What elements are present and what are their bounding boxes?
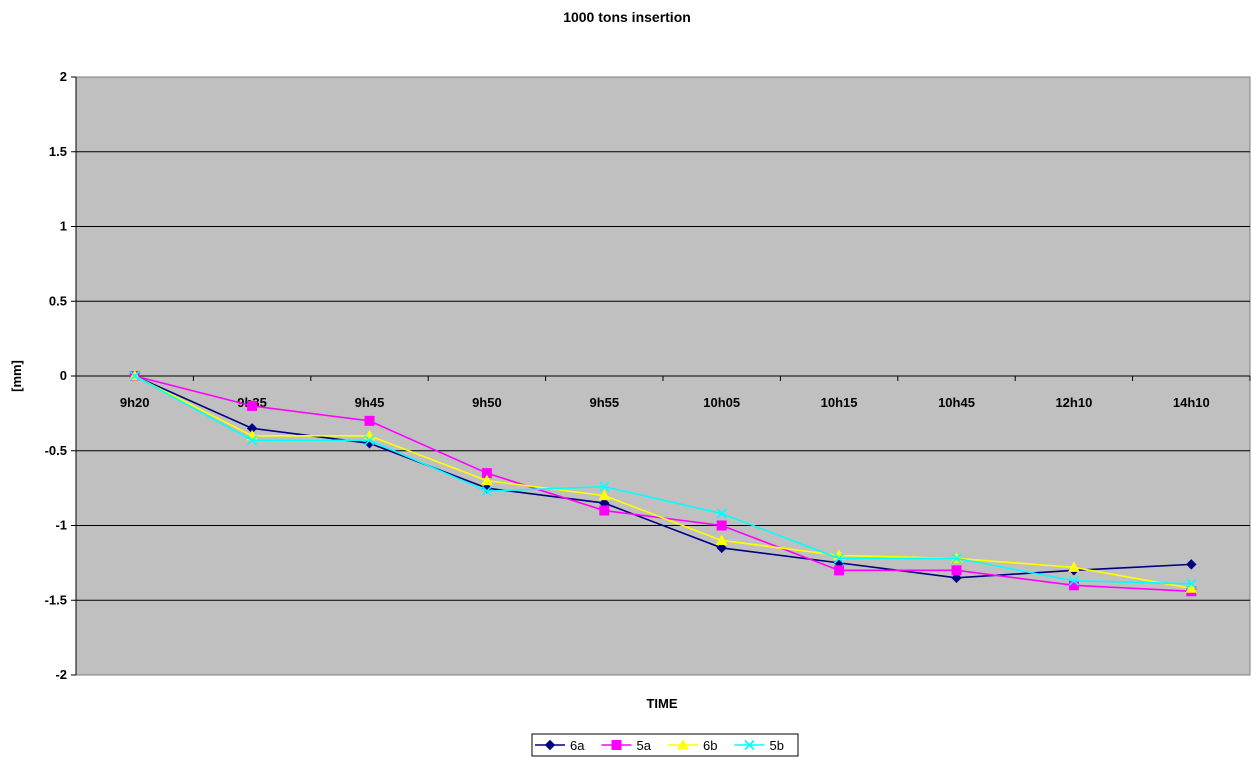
data-point-6b: [1185, 582, 1198, 593]
y-axis-ticks: 2 1.5 1 0.5 0 -0.5 -1 -1.5 -2: [45, 69, 77, 682]
data-point-5b: [834, 553, 845, 564]
data-point-5b: [951, 553, 962, 564]
data-point-5a: [364, 415, 375, 426]
data-point-5a: [716, 520, 727, 531]
series-line-6b: [134, 375, 1192, 590]
x-tick-label: 9h55: [589, 395, 619, 410]
x-tick-label: 14h10: [1173, 395, 1210, 410]
y-tick-label: -2: [55, 667, 67, 682]
x-tick-label: 9h50: [472, 395, 502, 410]
legend-label: 5a: [637, 738, 652, 753]
y-tick-label: 1: [60, 219, 67, 234]
data-point-6a: [951, 572, 962, 584]
legend-marker-6b: [677, 738, 689, 750]
y-tick-label: -1: [55, 518, 67, 533]
data-point-5a: [247, 400, 258, 411]
y-tick-label: -1.5: [45, 592, 67, 607]
series-5b: [129, 370, 1197, 589]
data-point-5b: [1068, 575, 1079, 586]
data-point-6b: [481, 474, 493, 486]
x-tick-label: 9h45: [355, 395, 385, 410]
data-point-5b: [247, 435, 258, 446]
series-group: [128, 369, 1198, 597]
series-line-5b: [134, 375, 1192, 585]
y-tick-label: 1.5: [49, 144, 67, 159]
data-point-6b: [1068, 561, 1080, 572]
data-point-5a: [1068, 580, 1079, 591]
x-axis-label: TIME: [646, 696, 677, 711]
data-point-5b: [599, 481, 610, 492]
legend-marker-6a: [544, 739, 556, 751]
legend-item-5b: 5b: [734, 738, 784, 753]
legend-item-6b: 6b: [668, 738, 717, 753]
data-point-5a: [951, 565, 962, 576]
data-point-5b: [364, 435, 375, 446]
legend-label: 6a: [570, 738, 585, 753]
data-point-6a: [716, 542, 727, 554]
data-point-5a: [834, 565, 845, 576]
data-point-5b: [481, 486, 492, 497]
data-point-6b: [598, 489, 611, 501]
legend-box: [531, 733, 799, 757]
legend-item-5a: 5a: [601, 738, 652, 753]
legend-label: 6b: [703, 738, 717, 753]
x-axis-ticks: 9h209h359h459h509h5510h0510h1510h4512h10…: [75, 375, 1251, 410]
legend-item-6a: 6a: [535, 738, 585, 753]
x-tick-label: 10h45: [938, 395, 975, 410]
y-axis-label: [mm]: [9, 360, 24, 392]
data-point-5b: [716, 508, 727, 519]
data-point-5b: [129, 370, 140, 382]
legend-marker-5b: [744, 739, 755, 751]
x-tick-label: 10h15: [821, 395, 858, 410]
data-point-5b: [1186, 578, 1197, 589]
x-tick-label: 9h20: [120, 395, 150, 410]
y-tick-label: 0.5: [49, 293, 67, 308]
legend-label: 5b: [770, 738, 784, 753]
legend: 6a 5a 6b 5b: [531, 733, 799, 757]
y-tick-label: 0: [60, 368, 67, 383]
x-tick-label: 10h05: [703, 395, 740, 410]
x-tick-label: 12h10: [1055, 395, 1092, 410]
data-point-5a: [599, 505, 610, 516]
y-tick-label: -0.5: [45, 443, 67, 458]
y-tick-label: 2: [60, 69, 67, 84]
data-point-6b: [715, 534, 728, 545]
legend-marker-5a: [611, 740, 622, 750]
chart-title: 1000 tons insertion: [563, 9, 691, 25]
data-point-6a: [1186, 559, 1197, 570]
